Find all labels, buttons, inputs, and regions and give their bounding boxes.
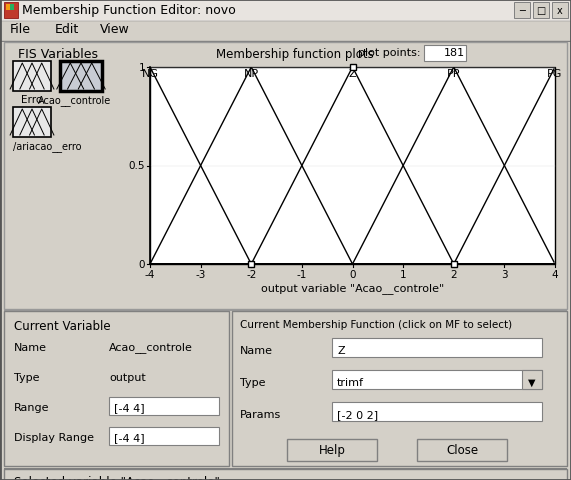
Text: Edit: Edit: [55, 23, 79, 36]
Text: 0: 0: [139, 260, 145, 269]
Text: 4: 4: [552, 269, 558, 279]
Bar: [109, 397, 219, 415]
Bar: [332, 338, 542, 357]
Bar: [332, 370, 542, 389]
Text: Name: Name: [240, 345, 273, 355]
Text: View: View: [100, 23, 130, 36]
Bar: [6, 5, 10, 11]
Text: 3: 3: [501, 269, 508, 279]
Text: x: x: [557, 6, 563, 16]
Bar: [4, 3, 18, 19]
Bar: [0, 42, 571, 43]
Text: Current Membership Function (click on MF to select): Current Membership Function (click on MF…: [240, 319, 512, 329]
Text: 2: 2: [451, 269, 457, 279]
Bar: [533, 3, 549, 19]
Bar: [424, 46, 466, 62]
Text: 1: 1: [400, 269, 407, 279]
Text: trimf: trimf: [337, 377, 364, 387]
Text: [-2 0 2]: [-2 0 2]: [337, 409, 378, 419]
Bar: [4, 468, 567, 476]
Text: Membership function plots: Membership function plots: [216, 48, 374, 61]
Bar: [514, 3, 530, 19]
Bar: [13, 62, 51, 92]
Bar: [522, 370, 542, 389]
Text: -4: -4: [145, 269, 155, 279]
Bar: [417, 439, 507, 461]
Text: Selected variable "Acao__controle": Selected variable "Acao__controle": [14, 474, 220, 480]
Bar: [349, 65, 356, 71]
Text: Type: Type: [240, 377, 266, 387]
Text: -1: -1: [297, 269, 307, 279]
Text: Z: Z: [349, 69, 356, 79]
Text: Acao__controle: Acao__controle: [109, 342, 193, 353]
Text: NG: NG: [142, 69, 159, 79]
Text: NP: NP: [244, 69, 259, 79]
Text: Erro: Erro: [21, 95, 43, 105]
Bar: [4, 312, 229, 466]
Text: File: File: [10, 23, 31, 36]
Text: 0.5: 0.5: [128, 161, 145, 171]
Text: Close: Close: [446, 444, 478, 456]
Text: FIS Variables: FIS Variables: [18, 48, 98, 61]
Text: Acao__controle: Acao__controle: [38, 95, 111, 106]
Bar: [60, 62, 102, 92]
Bar: [552, 3, 568, 19]
Bar: [451, 262, 457, 267]
Text: ▼: ▼: [528, 377, 536, 387]
Bar: [4, 43, 567, 309]
Text: -2: -2: [246, 269, 256, 279]
Text: [-4 4]: [-4 4]: [114, 432, 144, 442]
Text: Params: Params: [240, 409, 282, 419]
Bar: [0, 22, 571, 42]
Text: □: □: [536, 6, 546, 16]
Bar: [4, 309, 567, 312]
Text: PP: PP: [447, 69, 460, 79]
Text: Type: Type: [14, 372, 39, 382]
Text: output variable "Acao__controle": output variable "Acao__controle": [261, 282, 444, 293]
Text: 1: 1: [138, 63, 145, 73]
Bar: [0, 0, 571, 22]
Bar: [10, 5, 14, 11]
Text: 0: 0: [349, 269, 356, 279]
Bar: [232, 312, 567, 466]
Bar: [248, 262, 254, 267]
Text: ─: ─: [519, 6, 525, 16]
Bar: [150, 68, 555, 264]
Text: Membership Function Editor: novo: Membership Function Editor: novo: [22, 4, 236, 17]
Bar: [4, 469, 567, 480]
Bar: [13, 108, 51, 138]
Text: Help: Help: [319, 444, 345, 456]
Text: Range: Range: [14, 402, 50, 412]
Text: [-4 4]: [-4 4]: [114, 402, 144, 412]
Text: output: output: [109, 372, 146, 382]
Text: plot points:: plot points:: [357, 48, 420, 58]
Text: -3: -3: [195, 269, 206, 279]
Text: PG: PG: [548, 69, 562, 79]
Text: Name: Name: [14, 342, 47, 352]
Text: Z: Z: [337, 345, 345, 355]
Text: Display Range: Display Range: [14, 432, 94, 442]
Bar: [332, 402, 542, 421]
Text: Current Variable: Current Variable: [14, 319, 111, 332]
Bar: [4, 469, 567, 470]
Text: /ariacao__erro: /ariacao__erro: [13, 141, 82, 152]
Text: 181: 181: [444, 48, 465, 58]
Bar: [109, 427, 219, 445]
Bar: [287, 439, 377, 461]
